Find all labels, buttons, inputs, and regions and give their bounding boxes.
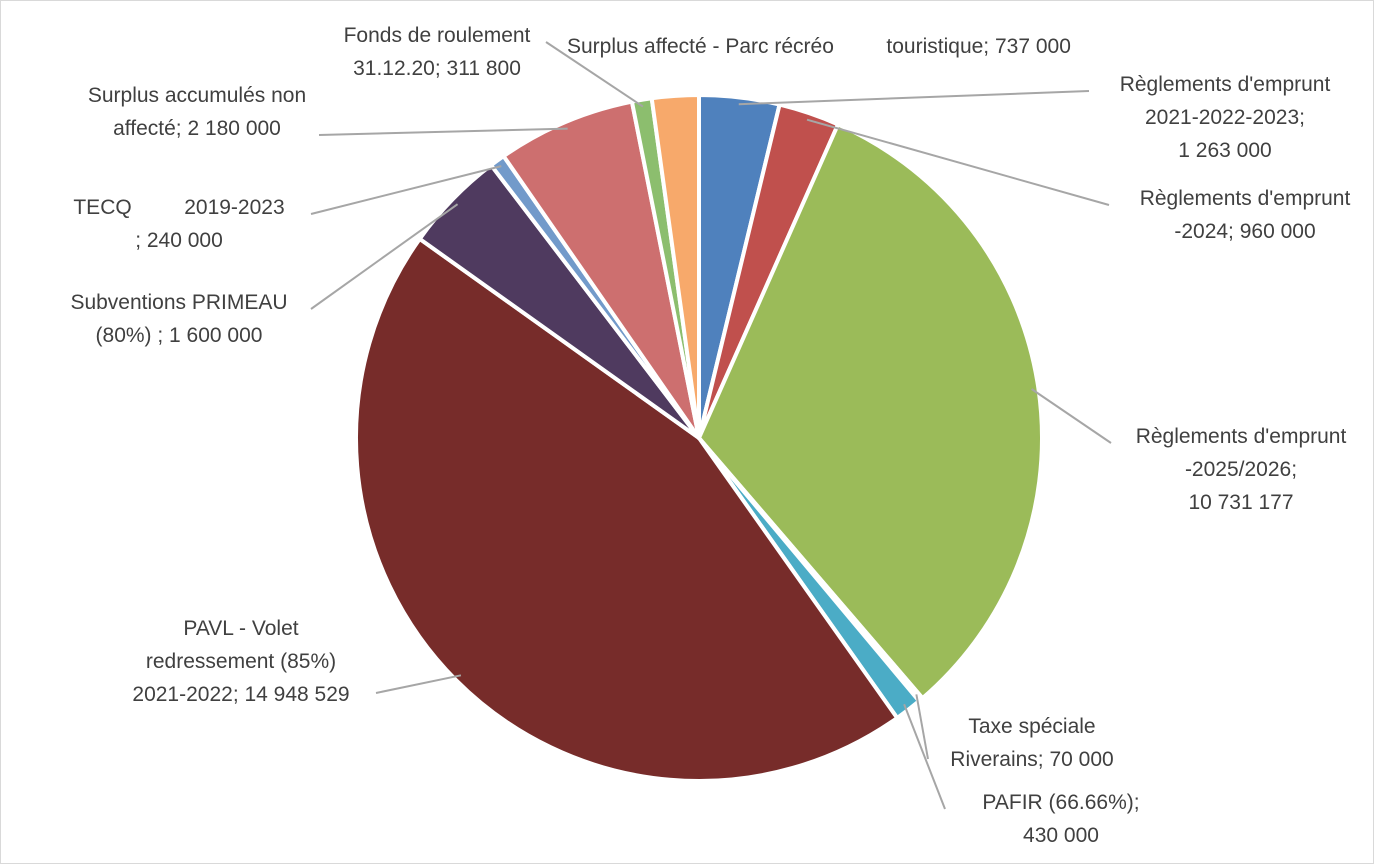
leader-line-1 — [806, 118, 1110, 206]
pie-slice-10 — [649, 93, 701, 440]
leader-line-5 — [375, 674, 462, 694]
leader-line-8 — [318, 127, 568, 136]
pie-slice-8 — [501, 99, 701, 440]
slice-label-10: Surplus affecté - Parc récréo touristiqu… — [567, 35, 1071, 58]
leader-line-4 — [903, 703, 946, 810]
slice-label-0: Règlements d'emprunt 2021-2022-2023; 1 263… — [1120, 73, 1331, 162]
leader-line-9 — [545, 41, 644, 108]
slice-label-2: Règlements d'emprunt -2025/2026; 10 731 17… — [1136, 425, 1347, 514]
slice-label-7: TECQ 2019-2023; 240 000 — [73, 196, 284, 252]
leader-line-6 — [310, 203, 459, 310]
slice-label-6: Subventions PRIMEAU (80%) ; 1 600 000 — [70, 291, 287, 347]
slice-label-9: Fonds de roulement 31.12.20; 311 800 — [344, 24, 531, 80]
leader-line-7 — [310, 165, 502, 215]
leader-line-2 — [1030, 388, 1112, 444]
leader-line-0 — [738, 90, 1090, 106]
slice-label-5: PAVL - Volet redressement (85%) 2021-2022;… — [132, 617, 349, 706]
slice-label-1: Règlements d'emprunt -2024; 960 000 — [1140, 187, 1351, 243]
slice-label-3: Taxe spéciale Riverains; 70 000 — [950, 715, 1113, 771]
slice-label-4: PAFIR (66.66%); 430 000 — [982, 791, 1139, 847]
pie-slice-5 — [354, 236, 900, 783]
leader-line-3 — [915, 694, 929, 760]
slice-label-8: Surplus accumulés non affecté; 2 180 000 — [88, 84, 306, 140]
pie-slice-2 — [697, 122, 1044, 701]
